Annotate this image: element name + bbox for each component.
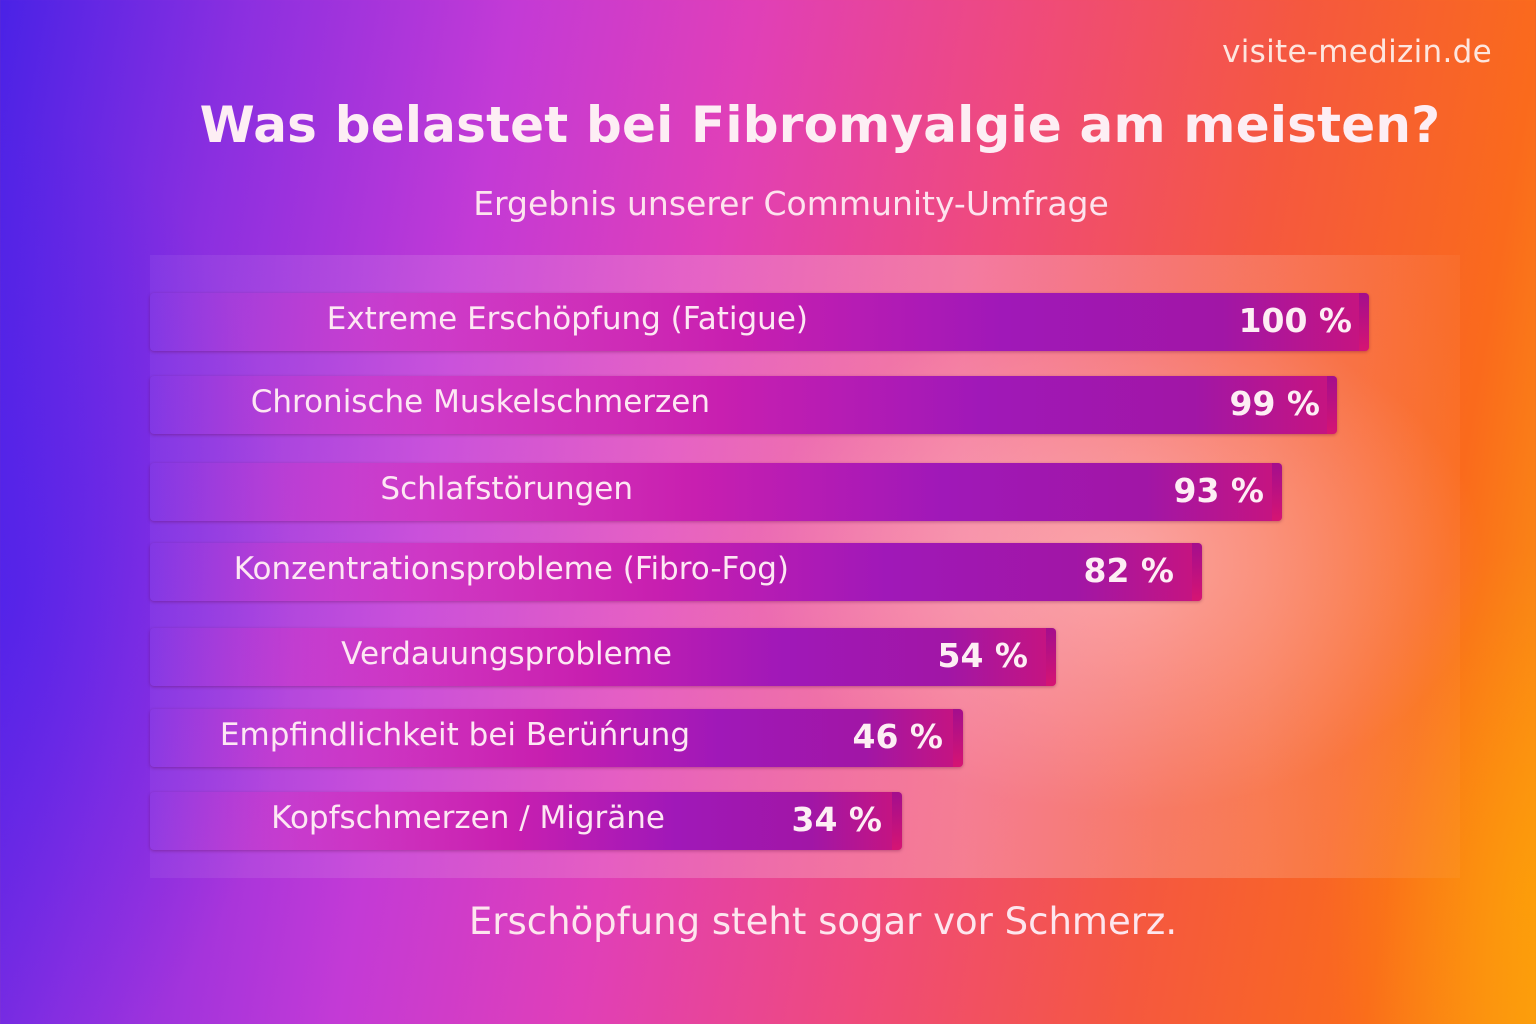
bar-row: Extreme Erschöpfung (Fatigue) 100 % (0, 293, 1536, 351)
bar-label: Extreme Erschöpfung (Fatigue) (326, 301, 808, 337)
bar-value: 34 % (791, 800, 882, 839)
source-label: visite-medizin.de (1222, 34, 1492, 70)
bar-label: Verdauungsprobleme (341, 636, 672, 672)
bar-row: Chronische Muskelschmerzen 99 % (0, 376, 1536, 434)
bar-label: Kopfschmerzen / Migräne (271, 800, 665, 836)
bar-value: 100 % (1238, 301, 1352, 340)
bar-label: Schlafstörungen (380, 471, 633, 507)
bar (150, 628, 1056, 686)
bar (150, 376, 1337, 434)
chart-subtitle: Ergebnis unserer Community-Umfrage (473, 184, 1109, 223)
bar-row: Empfindlichkeit bei Berüńrung 46 % (0, 709, 1536, 767)
bar (150, 293, 1369, 351)
chart-title: Was belastet bei Fibromyalgie am meisten… (199, 96, 1441, 154)
bar (150, 463, 1282, 521)
bar-value: 93 % (1173, 471, 1264, 510)
bar-label: Chronische Muskelschmerzen (250, 384, 710, 420)
chart-footnote: Erschöpfung steht sogar vor Schmerz. (468, 900, 1178, 943)
bar-label: Empfindlichkeit bei Berüńrung (219, 717, 690, 753)
bar-value: 46 % (852, 717, 943, 756)
bar-row: Kopfschmerzen / Migräne 34 % (0, 792, 1536, 850)
bar-value: 99 % (1229, 384, 1320, 423)
bar (150, 792, 902, 850)
bar (150, 709, 963, 767)
bar-label: Konzentrationsprobleme (Fibro-Fog) (233, 551, 789, 587)
bar-row: Verdauungsprobleme 54 % (0, 628, 1536, 686)
bar-value: 82 % (1083, 551, 1174, 590)
bar-value: 54 % (937, 636, 1028, 675)
bar (150, 543, 1202, 601)
bar-row: Konzentrationsprobleme (Fibro-Fog) 82 % (0, 543, 1536, 601)
bar-row: Schlafstörungen 93 % (0, 463, 1536, 521)
